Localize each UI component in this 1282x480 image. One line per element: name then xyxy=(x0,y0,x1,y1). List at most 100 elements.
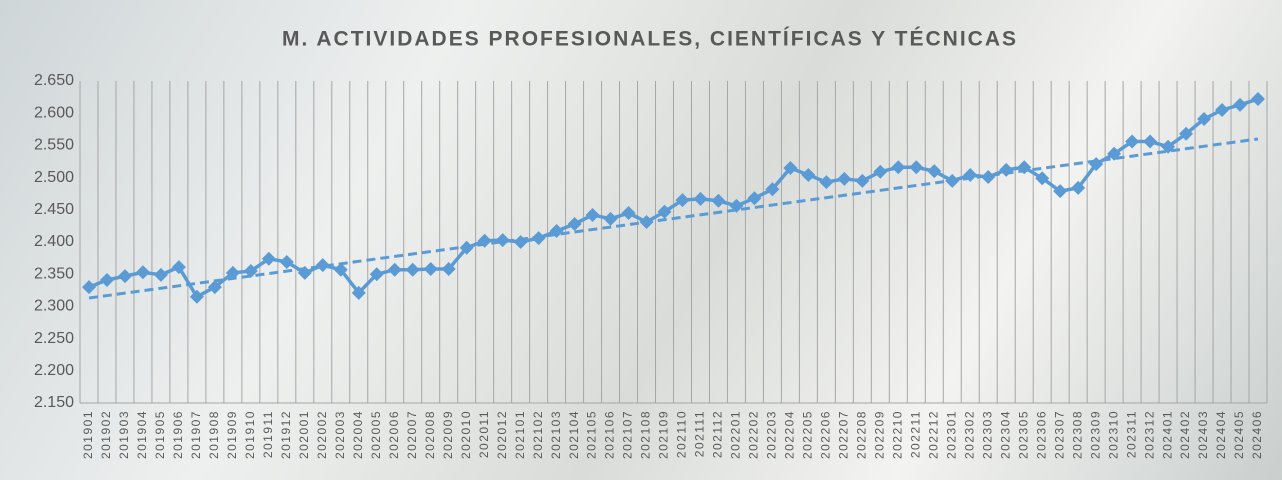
x-tick-label: 202312 xyxy=(1142,410,1156,459)
x-tick-label: 202003 xyxy=(333,410,347,459)
marker xyxy=(981,169,996,184)
marker xyxy=(873,164,888,179)
marker xyxy=(207,280,222,295)
marker xyxy=(819,175,834,190)
x-tick-label: 202112 xyxy=(711,410,725,458)
marker xyxy=(333,262,348,277)
x-tick-label: 201901 xyxy=(81,410,95,459)
marker xyxy=(909,160,924,175)
y-tick-label: 2.200 xyxy=(34,362,74,379)
y-tick-label: 2.350 xyxy=(34,265,74,282)
x-tick-label: 202310 xyxy=(1106,410,1120,459)
x-tick-label: 202001 xyxy=(297,410,311,459)
marker xyxy=(765,182,780,197)
x-tick-label: 202210 xyxy=(890,410,904,459)
x-tick-label: 202406 xyxy=(1250,410,1264,459)
marker xyxy=(621,206,636,221)
x-tick-label: 202306 xyxy=(1034,410,1048,459)
marker xyxy=(531,231,546,246)
x-tick-label: 202204 xyxy=(783,410,797,459)
x-tick-label: 202011 xyxy=(477,410,491,458)
x-tick-label: 202101 xyxy=(513,410,527,459)
x-tick-label: 201902 xyxy=(99,410,113,459)
x-tick-label: 202302 xyxy=(962,410,976,459)
x-tick-label: 202402 xyxy=(1178,410,1192,459)
x-tick-label: 202103 xyxy=(549,410,563,459)
marker xyxy=(495,233,510,248)
marker xyxy=(639,215,654,230)
x-tick-label: 202006 xyxy=(387,410,401,459)
y-tick-label: 2.400 xyxy=(34,233,74,250)
marker xyxy=(729,198,744,213)
x-tick-label: 202009 xyxy=(441,410,455,459)
marker xyxy=(1071,180,1086,195)
y-tick-label: 2.150 xyxy=(34,394,74,411)
y-tick-label: 2.650 xyxy=(34,72,74,89)
x-tick-label: 202105 xyxy=(585,410,599,459)
marker xyxy=(351,285,366,300)
x-tick-label: 202309 xyxy=(1088,410,1102,459)
x-tick-label: 201909 xyxy=(225,410,239,459)
x-tick-label: 202207 xyxy=(837,410,851,459)
x-tick-label: 202110 xyxy=(675,410,689,458)
x-tick-label: 202209 xyxy=(872,410,886,459)
marker xyxy=(1017,160,1032,175)
marker xyxy=(1251,92,1266,107)
marker xyxy=(117,269,132,284)
marker xyxy=(711,193,726,208)
y-tick-label: 2.550 xyxy=(34,137,74,154)
marker xyxy=(855,173,870,188)
marker xyxy=(369,267,384,282)
x-tick-label: 202405 xyxy=(1232,410,1246,459)
marker xyxy=(963,168,978,183)
x-tick-label: 201904 xyxy=(135,410,149,459)
marker xyxy=(171,260,186,275)
y-tick-label: 2.450 xyxy=(34,201,74,218)
marker xyxy=(153,267,168,282)
marker xyxy=(783,160,798,175)
marker xyxy=(387,262,402,277)
x-tick-label: 202305 xyxy=(1016,410,1030,459)
marker xyxy=(1107,146,1122,161)
marker xyxy=(675,193,690,208)
marker xyxy=(243,263,258,278)
x-tick-label: 202004 xyxy=(351,410,365,459)
x-tick-label: 202301 xyxy=(944,410,958,459)
y-tick-label: 2.250 xyxy=(34,330,74,347)
x-tick-label: 202107 xyxy=(621,410,635,459)
y-tick-label: 2.600 xyxy=(34,104,74,121)
marker xyxy=(585,207,600,222)
x-tick-label: 202007 xyxy=(405,410,419,459)
marker xyxy=(1053,184,1068,199)
marker xyxy=(1233,97,1248,112)
marker xyxy=(837,171,852,186)
marker xyxy=(477,233,492,248)
x-tick-label: 202012 xyxy=(495,410,509,459)
x-tick-label: 202008 xyxy=(423,410,437,459)
marker xyxy=(603,211,618,226)
x-tick-label: 202202 xyxy=(747,410,761,459)
marker xyxy=(567,216,582,231)
x-tick-label: 201908 xyxy=(207,410,221,459)
x-tick-label: 202203 xyxy=(765,410,779,459)
x-tick-label: 202206 xyxy=(819,410,833,459)
x-tick-label: 201910 xyxy=(243,410,257,459)
marker xyxy=(135,265,150,280)
x-tick-label: 202108 xyxy=(639,410,653,459)
x-tick-label: 201906 xyxy=(171,410,185,459)
x-tick-label: 202005 xyxy=(369,410,383,459)
x-tick-label: 201907 xyxy=(189,410,203,459)
x-tick-label: 202111 xyxy=(693,410,707,457)
marker xyxy=(99,272,114,287)
x-tick-label: 202212 xyxy=(926,410,940,459)
y-tick-label: 2.300 xyxy=(34,298,74,315)
x-tick-label: 202211 xyxy=(908,410,922,458)
x-tick-label: 202002 xyxy=(315,410,329,459)
x-tick-label: 202208 xyxy=(855,410,869,459)
marker xyxy=(189,289,204,304)
x-tick-label: 202106 xyxy=(603,410,617,459)
y-tick-label: 2.500 xyxy=(34,169,74,186)
marker xyxy=(801,168,816,183)
trend-line xyxy=(88,137,1259,300)
